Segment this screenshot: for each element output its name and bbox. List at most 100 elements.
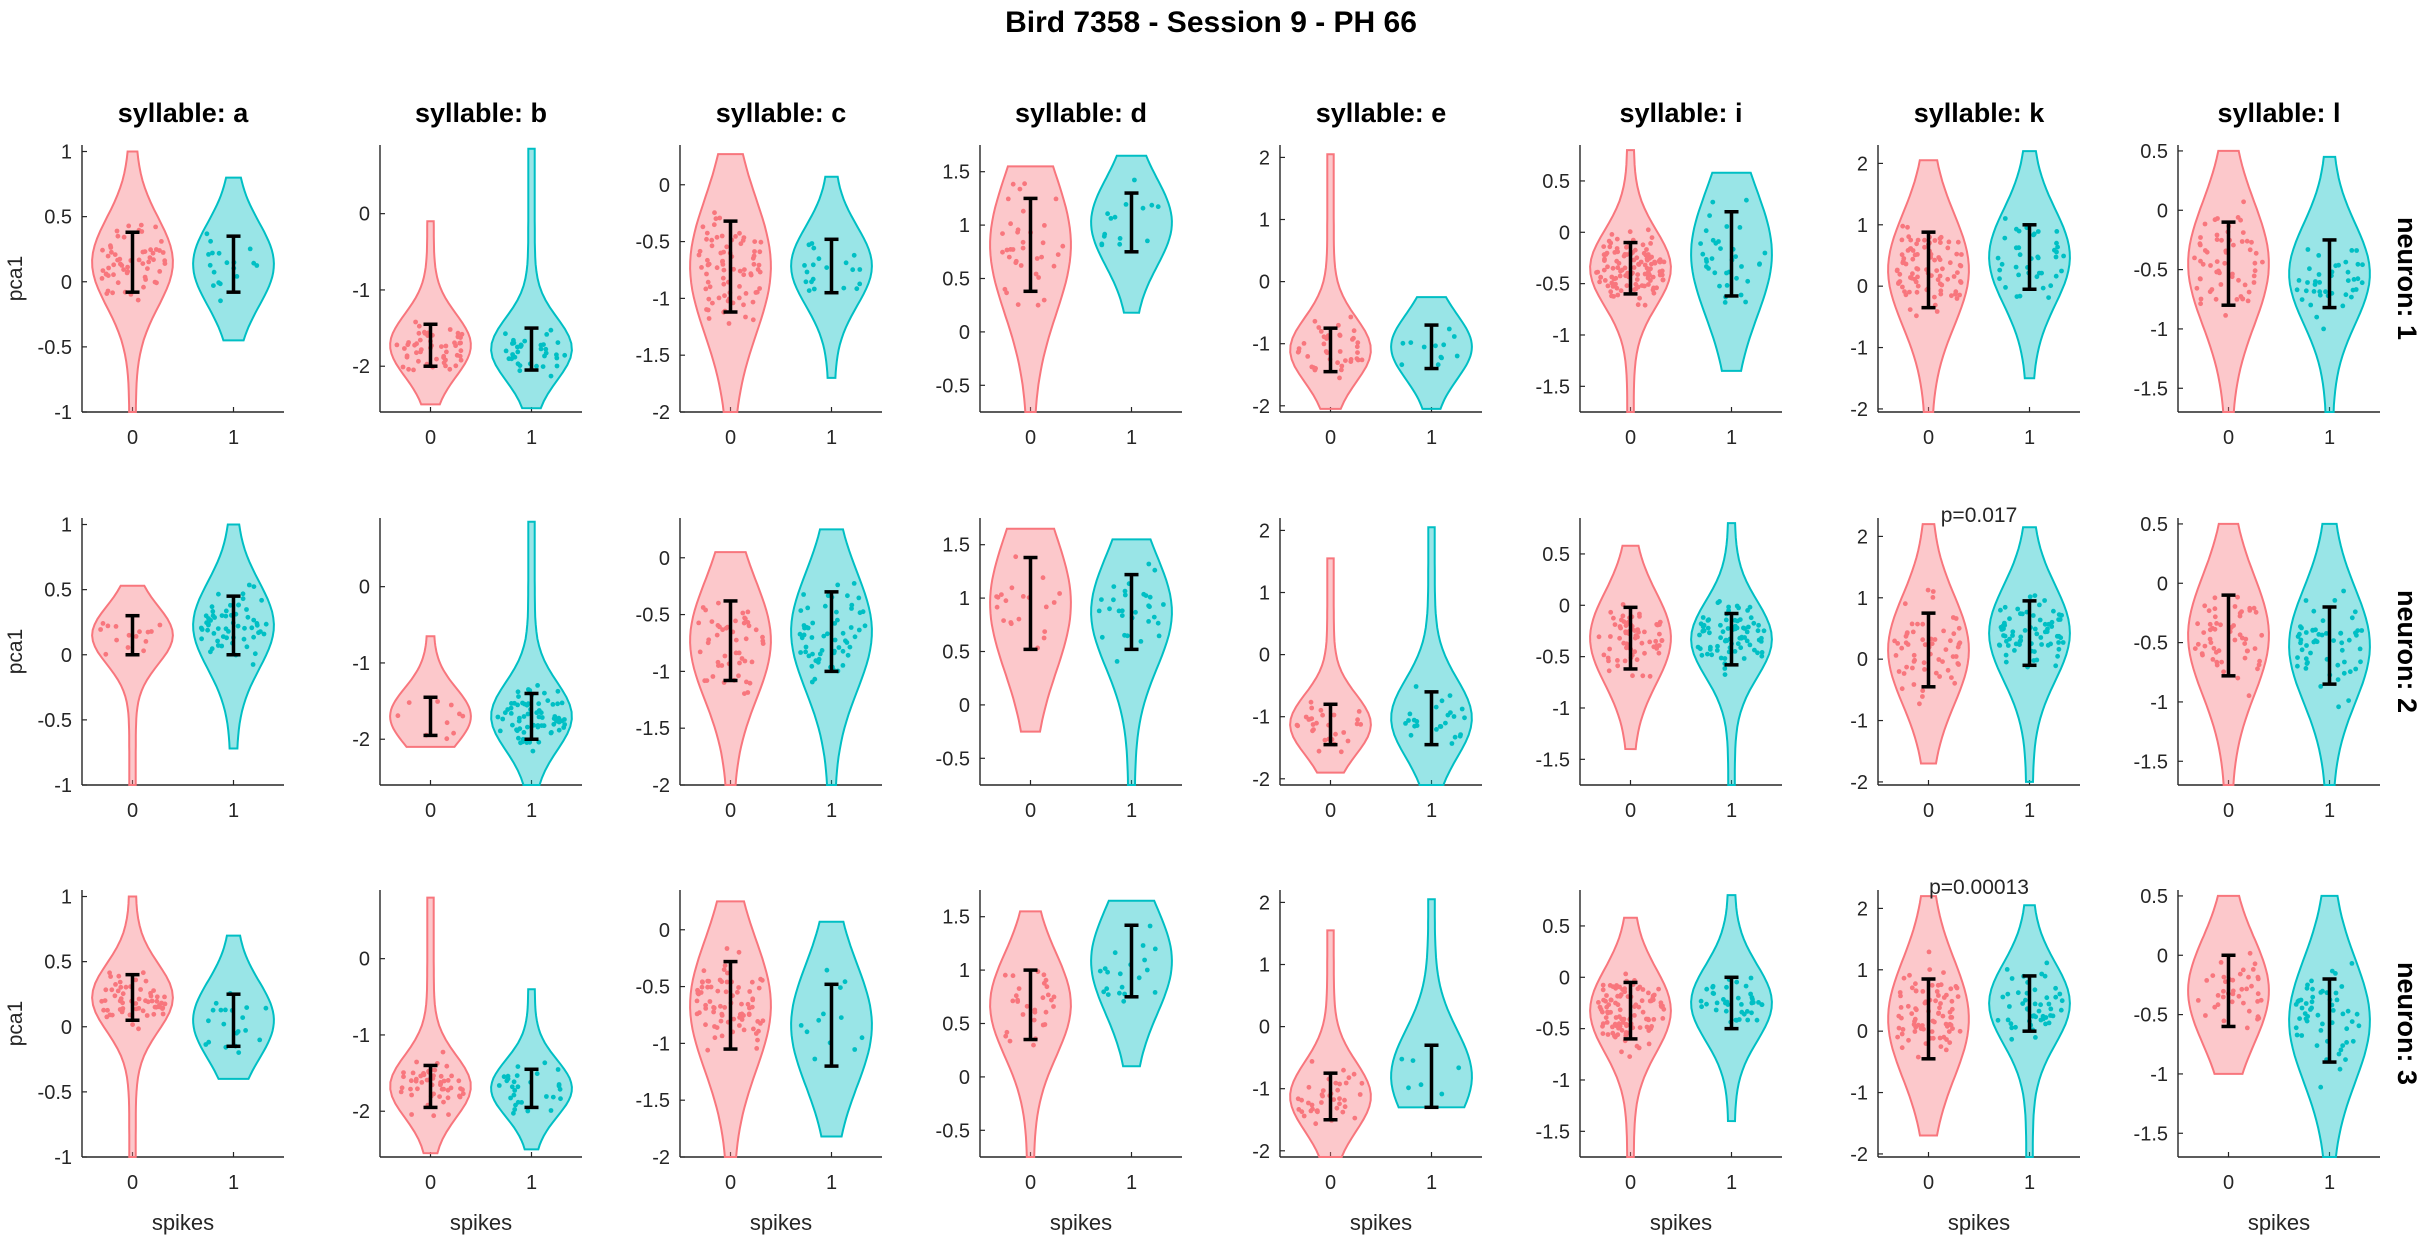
- data-point: [400, 364, 406, 370]
- data-point: [1937, 281, 1943, 287]
- data-point: [1606, 668, 1612, 674]
- data-point: [721, 267, 727, 273]
- data-point: [1752, 647, 1757, 653]
- data-point: [206, 622, 211, 628]
- data-point: [840, 630, 846, 636]
- data-point: [1907, 972, 1912, 978]
- data-point: [1406, 718, 1411, 723]
- x-axis-label: spikes: [1050, 1210, 1112, 1235]
- data-point: [717, 624, 722, 630]
- data-point: [1717, 283, 1722, 289]
- x-tick-label: 1: [1426, 800, 1437, 822]
- y-tick-label: 2: [1259, 520, 1270, 542]
- data-point: [1649, 235, 1655, 241]
- data-point: [1920, 688, 1926, 694]
- data-point: [2247, 950, 2253, 956]
- data-point: [2352, 609, 2358, 615]
- data-point: [2022, 628, 2028, 633]
- x-tick-label: 1: [228, 800, 239, 822]
- data-point: [406, 340, 411, 345]
- data-point: [111, 262, 117, 268]
- data-point: [1132, 177, 1137, 183]
- data-point: [824, 967, 830, 973]
- data-point: [1901, 975, 1907, 981]
- data-point: [2244, 986, 2250, 992]
- data-point: [2212, 614, 2218, 620]
- data-point: [1717, 599, 1722, 604]
- data-point: [1743, 299, 1748, 305]
- data-point: [2345, 278, 2351, 283]
- data-point: [2212, 606, 2218, 612]
- data-point: [2318, 1028, 2324, 1033]
- data-point: [817, 651, 823, 657]
- y-tick-label: 1: [1259, 955, 1270, 977]
- y-tick-label: 0.5: [44, 207, 72, 229]
- data-point: [1031, 1017, 1037, 1023]
- data-point: [1623, 1021, 1629, 1027]
- data-point: [251, 634, 256, 640]
- data-point: [1617, 993, 1623, 999]
- data-point: [1340, 1109, 1346, 1115]
- y-tick-label: 0: [659, 920, 670, 942]
- data-point: [1308, 1108, 1314, 1114]
- data-point: [2048, 1006, 2054, 1012]
- data-point: [154, 998, 160, 1004]
- data-point: [2051, 608, 2056, 614]
- data-point: [1658, 1003, 1664, 1008]
- data-point: [2353, 666, 2359, 672]
- y-tick-label: -0.5: [936, 748, 970, 770]
- data-point: [2255, 976, 2261, 982]
- data-point: [1312, 318, 1318, 324]
- data-point: [250, 662, 256, 667]
- data-point: [1116, 608, 1122, 614]
- data-point: [1944, 1023, 1950, 1029]
- data-point: [743, 616, 748, 622]
- data-point: [1122, 588, 1128, 594]
- data-point: [741, 1027, 747, 1033]
- data-point: [825, 631, 830, 637]
- data-point: [716, 663, 721, 668]
- data-point: [2349, 615, 2355, 621]
- data-point: [1040, 995, 1046, 1001]
- x-tick-label: 0: [425, 1172, 436, 1194]
- data-point: [1899, 1045, 1905, 1051]
- data-point: [2058, 1007, 2064, 1013]
- x-axis-label: spikes: [2248, 1210, 2310, 1235]
- data-point: [2236, 277, 2241, 283]
- data-point: [1621, 619, 1627, 624]
- x-tick-label: 0: [1025, 800, 1036, 822]
- data-point: [1707, 630, 1712, 636]
- data-point: [703, 1002, 708, 1008]
- data-point: [1723, 1008, 1729, 1014]
- data-point: [1621, 1016, 1627, 1022]
- data-point: [2243, 636, 2249, 642]
- data-point: [219, 613, 225, 618]
- data-point: [512, 354, 518, 360]
- data-point: [1010, 181, 1016, 187]
- data-point: [2310, 986, 2315, 992]
- data-point: [1920, 694, 1925, 699]
- data-point: [757, 249, 763, 255]
- data-point: [1002, 972, 1008, 978]
- data-point: [1706, 266, 1711, 271]
- y-tick-label: 0.5: [2140, 141, 2168, 163]
- data-point: [1660, 277, 1666, 283]
- y-tick-label: 2: [1259, 147, 1270, 169]
- data-point: [709, 619, 715, 624]
- data-point: [748, 271, 754, 277]
- data-point: [1901, 256, 1907, 261]
- data-point: [125, 645, 131, 650]
- y-tick-label: 0.5: [2140, 514, 2168, 536]
- data-point: [2035, 255, 2041, 261]
- x-tick-label: 0: [1325, 800, 1336, 822]
- data-point: [2357, 646, 2363, 652]
- data-point: [1407, 711, 1413, 717]
- data-point: [2195, 621, 2201, 627]
- data-point: [1704, 259, 1709, 264]
- data-point: [545, 698, 551, 703]
- data-point: [758, 1021, 763, 1026]
- data-point: [1905, 1003, 1911, 1009]
- data-point: [1015, 999, 1021, 1004]
- data-point: [120, 991, 126, 997]
